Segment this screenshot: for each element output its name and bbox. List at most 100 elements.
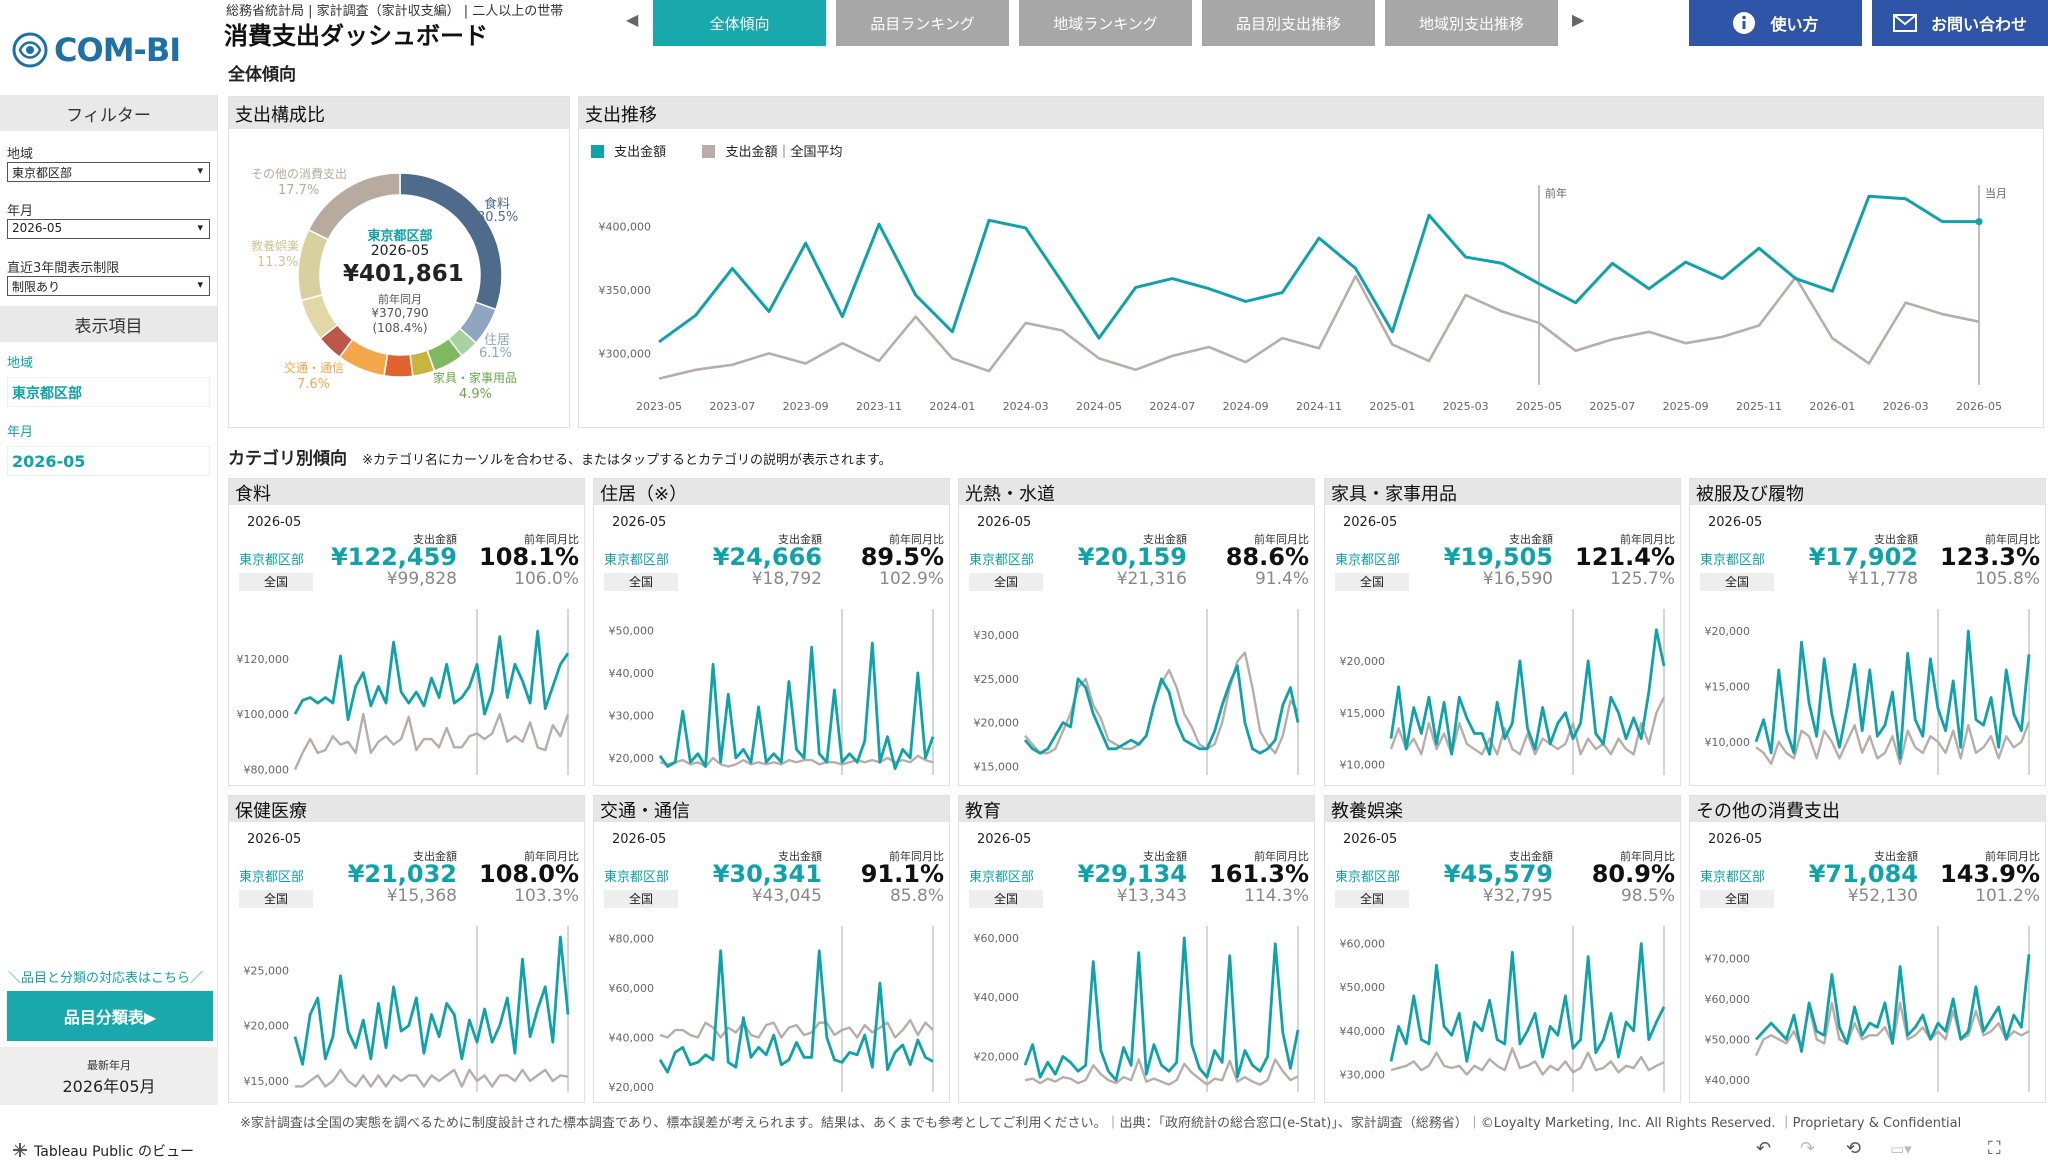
- category-mini-chart[interactable]: ¥20,000 ¥30,000 ¥40,000 ¥50,000: [594, 603, 949, 783]
- category-card: その他の消費支出 2026-05 東京都区部 全国 支出金額 ¥71,084 ¥…: [1689, 795, 2046, 1103]
- category-card: 教養娯楽 2026-05 東京都区部 全国 支出金額 ¥45,579 ¥32,7…: [1324, 795, 1681, 1103]
- chevron-left-icon[interactable]: ◀: [626, 10, 639, 29]
- amount-label: 支出金額: [778, 850, 822, 863]
- y-tick-label: ¥350,000: [599, 284, 652, 297]
- category-card: 教育 2026-05 東京都区部 全国 支出金額 ¥29,134 ¥13,343…: [958, 795, 1315, 1103]
- period-marker-label: 前年: [1545, 186, 1567, 200]
- category-mini-chart[interactable]: ¥80,000 ¥100,000 ¥120,000: [229, 603, 584, 783]
- series-line[interactable]: [658, 274, 1980, 380]
- category-date: 2026-05: [247, 832, 302, 847]
- category-card: 光熱・水道 2026-05 東京都区部 全国 支出金額 ¥20,159 ¥21,…: [958, 478, 1315, 786]
- y-tick-label: ¥15,000: [244, 1075, 290, 1088]
- category-mini-chart[interactable]: ¥10,000 ¥15,000 ¥20,000: [1690, 603, 2045, 783]
- category-name[interactable]: 住居（※）: [594, 479, 949, 505]
- sidebar: フィルター 地域 東京都区部 年月 2026-05 直近3年間表示制限 制限あり…: [0, 95, 218, 1105]
- category-name[interactable]: その他の消費支出: [1690, 796, 2045, 822]
- donut-chart[interactable]: [229, 129, 569, 427]
- category-name[interactable]: 家具・家事用品: [1325, 479, 1680, 505]
- category-name[interactable]: 被服及び履物: [1690, 479, 2045, 505]
- donut-prev-value: ¥370,790: [371, 306, 429, 320]
- region-select[interactable]: 東京都区部: [7, 162, 210, 182]
- category-name[interactable]: 保健医療: [229, 796, 584, 822]
- donut-slice[interactable]: [307, 172, 401, 241]
- category-mini-chart[interactable]: ¥20,000 ¥40,000 ¥60,000: [959, 920, 1314, 1100]
- series-line[interactable]: [1024, 1058, 1299, 1086]
- category-name[interactable]: 教育: [959, 796, 1314, 822]
- donut-slice[interactable]: [383, 353, 414, 378]
- y-tick-label: ¥20,000: [1705, 625, 1751, 638]
- revert-icon[interactable]: ⟲: [1846, 1138, 1862, 1159]
- tab-item-trend[interactable]: 品目別支出推移: [1202, 0, 1375, 46]
- category-mini-chart[interactable]: ¥10,000 ¥15,000 ¥20,000: [1325, 603, 1680, 783]
- tab-item-ranking[interactable]: 品目ランキング: [836, 0, 1009, 46]
- category-amount: ¥21,032: [347, 860, 457, 888]
- category-mini-chart[interactable]: ¥15,000 ¥20,000 ¥25,000: [229, 920, 584, 1100]
- series-line[interactable]: [1023, 664, 1300, 755]
- series-line[interactable]: [1390, 1047, 1665, 1076]
- category-mini-chart[interactable]: ¥30,000 ¥40,000 ¥50,000 ¥60,000: [1325, 920, 1680, 1100]
- series-line[interactable]: [658, 641, 935, 771]
- classification-button[interactable]: 品目分類表▶: [7, 991, 213, 1041]
- series-line[interactable]: [1754, 629, 2031, 760]
- series-line[interactable]: [1389, 628, 1666, 756]
- category-all-label: 全国: [239, 573, 313, 591]
- fullscreen-icon[interactable]: ⛶: [1988, 1138, 2001, 1159]
- trend-chart[interactable]: ¥300,000 ¥350,000 ¥400,000 2023-05 2023-07 20…: [579, 165, 2041, 427]
- category-name[interactable]: 交通・通信: [594, 796, 949, 822]
- category-date: 2026-05: [977, 832, 1032, 847]
- category-region: 東京都区部: [969, 870, 1035, 885]
- category-mini-chart[interactable]: ¥15,000 ¥20,000 ¥25,000 ¥30,000: [959, 603, 1314, 783]
- category-card: 被服及び履物 2026-05 東京都区部 全国 支出金額 ¥17,902 ¥11…: [1689, 478, 2046, 786]
- category-name[interactable]: 光熱・水道: [959, 479, 1314, 505]
- y-tick-label: ¥15,000: [1340, 707, 1386, 720]
- trend-legend: 支出金額 支出金額｜全国平均: [591, 141, 842, 160]
- tableau-view-link[interactable]: Tableau Public のビュー: [34, 1144, 194, 1160]
- ym-select[interactable]: 2026-05: [7, 219, 210, 239]
- tab-overall-trend[interactable]: 全体傾向: [653, 0, 826, 46]
- category-avg-amount: ¥16,590: [1482, 569, 1553, 589]
- com-bi-logo[interactable]: COM-BI: [12, 28, 212, 72]
- series-line[interactable]: [293, 935, 570, 1066]
- yoy-label: 前年同月比: [1620, 850, 1675, 863]
- series-line[interactable]: [1024, 651, 1299, 755]
- chevron-right-icon[interactable]: ▶: [1572, 10, 1585, 29]
- series-line[interactable]: [1754, 954, 2031, 1053]
- contact-label: お問い合わせ: [1930, 15, 2027, 34]
- series-line[interactable]: [1755, 721, 2031, 766]
- series-line[interactable]: [293, 712, 570, 770]
- category-avg-yoy: 103.3%: [514, 886, 579, 906]
- x-tick-label: 2024-09: [1223, 400, 1269, 413]
- contact-button[interactable]: お問い合わせ: [1872, 0, 2048, 46]
- series-line[interactable]: [659, 1018, 934, 1039]
- category-mini-chart[interactable]: ¥40,000 ¥50,000 ¥60,000 ¥70,000: [1690, 920, 2045, 1100]
- category-name[interactable]: 教養娯楽: [1325, 796, 1680, 822]
- x-tick-label: 2025-09: [1663, 400, 1709, 413]
- y-tick-label: ¥15,000: [974, 760, 1020, 773]
- help-button[interactable]: 使い方: [1689, 0, 1862, 46]
- tab-region-ranking[interactable]: 地域ランキング: [1019, 0, 1192, 46]
- redo-icon[interactable]: ↷: [1800, 1138, 1816, 1159]
- current-point[interactable]: [1975, 218, 1983, 226]
- y-tick-label: ¥60,000: [974, 932, 1020, 945]
- tab-region-trend[interactable]: 地域別支出推移: [1385, 0, 1558, 46]
- category-avg-amount: ¥11,778: [1847, 569, 1918, 589]
- series-line[interactable]: [1023, 936, 1300, 1082]
- footer-note: ※家計調査は全国の実態を調べるために制度設計された標本調査であり、標本誤差が考え…: [240, 1116, 1962, 1131]
- undo-icon[interactable]: ↶: [1756, 1138, 1772, 1159]
- series-line[interactable]: [658, 949, 934, 1074]
- legend-main: 支出金額: [614, 145, 667, 160]
- trend-panel: 支出推移 支出金額 支出金額｜全国平均 ¥300,000 ¥350,000 ¥400…: [578, 96, 2044, 428]
- category-region: 東京都区部: [1700, 870, 1766, 885]
- series-line[interactable]: [1389, 696, 1666, 756]
- series-line[interactable]: [295, 1068, 569, 1088]
- category-mini-chart[interactable]: ¥20,000 ¥40,000 ¥60,000 ¥80,000: [594, 920, 949, 1100]
- category-card: 住居（※） 2026-05 東京都区部 全国 支出金額 ¥24,666 ¥18,…: [593, 478, 950, 786]
- share-icon[interactable]: ▭▾: [1890, 1140, 1912, 1158]
- series-line[interactable]: [1389, 942, 1666, 1063]
- limit-select[interactable]: 制限あり: [7, 276, 210, 296]
- category-all-label: 全国: [969, 890, 1043, 908]
- donut-slice[interactable]: [297, 228, 330, 302]
- series-line[interactable]: [658, 194, 1979, 344]
- category-name[interactable]: 食料: [229, 479, 584, 505]
- series-line[interactable]: [293, 629, 570, 722]
